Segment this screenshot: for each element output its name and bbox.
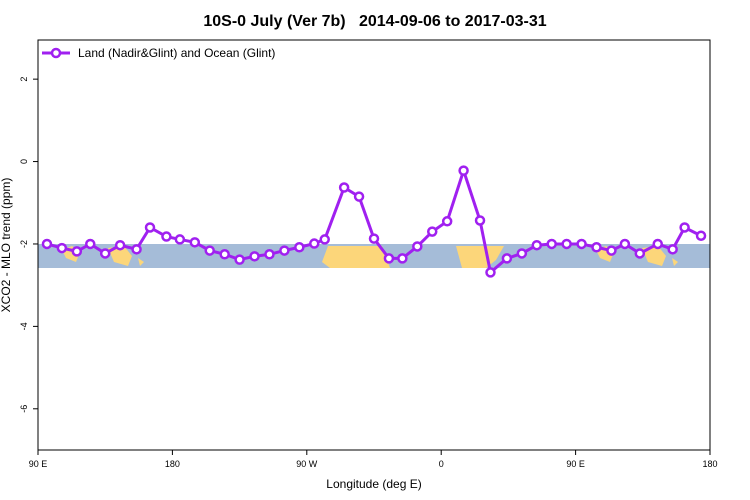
data-point <box>485 267 496 278</box>
y-axis-label: XCO2 - MLO trend (ppm) <box>0 178 13 313</box>
data-point <box>606 245 617 256</box>
data-point <box>279 245 290 256</box>
data-point <box>204 245 215 256</box>
data-point <box>71 246 83 257</box>
data-point <box>41 238 53 250</box>
data-point <box>249 251 260 262</box>
land <box>596 246 678 266</box>
data-point <box>501 253 513 264</box>
data-point <box>114 239 126 251</box>
chart-title: 10S-0 July (Ver 7b) 2014-09-06 to 2017-0… <box>203 13 546 30</box>
data-point <box>144 222 156 233</box>
y-tick-label: 2 <box>19 77 29 82</box>
data-point <box>383 253 395 264</box>
data-point <box>591 242 602 253</box>
data-point <box>189 237 201 248</box>
land <box>456 246 504 268</box>
y-tick-label: -2 <box>19 240 29 248</box>
data-point <box>634 248 646 259</box>
data-point <box>412 241 423 252</box>
data-point <box>368 233 380 244</box>
data-point <box>309 238 320 249</box>
data-point <box>56 242 68 254</box>
y-tick-label: 0 <box>19 159 29 164</box>
data-point <box>234 254 245 265</box>
data-point <box>474 215 486 226</box>
data-point <box>695 230 707 241</box>
data-point <box>397 253 408 264</box>
y-tick-label: -6 <box>19 405 29 413</box>
x-tick-label: 90 E <box>29 459 48 469</box>
data-point <box>576 238 587 250</box>
legend-marker <box>50 47 62 59</box>
data-point <box>161 231 172 242</box>
data-point <box>441 216 453 227</box>
data-point <box>516 248 528 259</box>
data-point <box>353 191 365 202</box>
data-point <box>264 249 275 260</box>
land <box>62 246 144 266</box>
data-point <box>294 242 305 253</box>
data-point <box>85 238 96 250</box>
x-tick-label: 180 <box>165 459 180 469</box>
data-point <box>131 244 142 255</box>
data-point <box>652 238 663 250</box>
data-point <box>99 248 111 259</box>
data-point <box>619 238 631 250</box>
land <box>322 246 390 268</box>
data-point <box>679 222 690 233</box>
data-point <box>667 244 678 255</box>
x-tick-label: 90 E <box>566 459 585 469</box>
data-point <box>174 234 186 245</box>
legend-label: Land (Nadir&Glint) and Ocean (Glint) <box>78 46 275 60</box>
data-point <box>319 234 330 245</box>
data-point <box>531 239 543 251</box>
x-tick-label: 0 <box>439 459 444 469</box>
y-tick-label: -4 <box>19 322 29 330</box>
data-point <box>546 238 557 250</box>
x-tick-label: 180 <box>702 459 717 469</box>
plot-frame <box>37 39 711 451</box>
data-point <box>458 165 469 176</box>
x-axis-label: Longitude (deg E) <box>326 477 421 491</box>
data-point <box>219 249 230 260</box>
data-point <box>561 238 572 250</box>
data-point <box>426 226 438 237</box>
data-point <box>338 182 350 193</box>
x-tick-label: 90 W <box>296 459 318 469</box>
